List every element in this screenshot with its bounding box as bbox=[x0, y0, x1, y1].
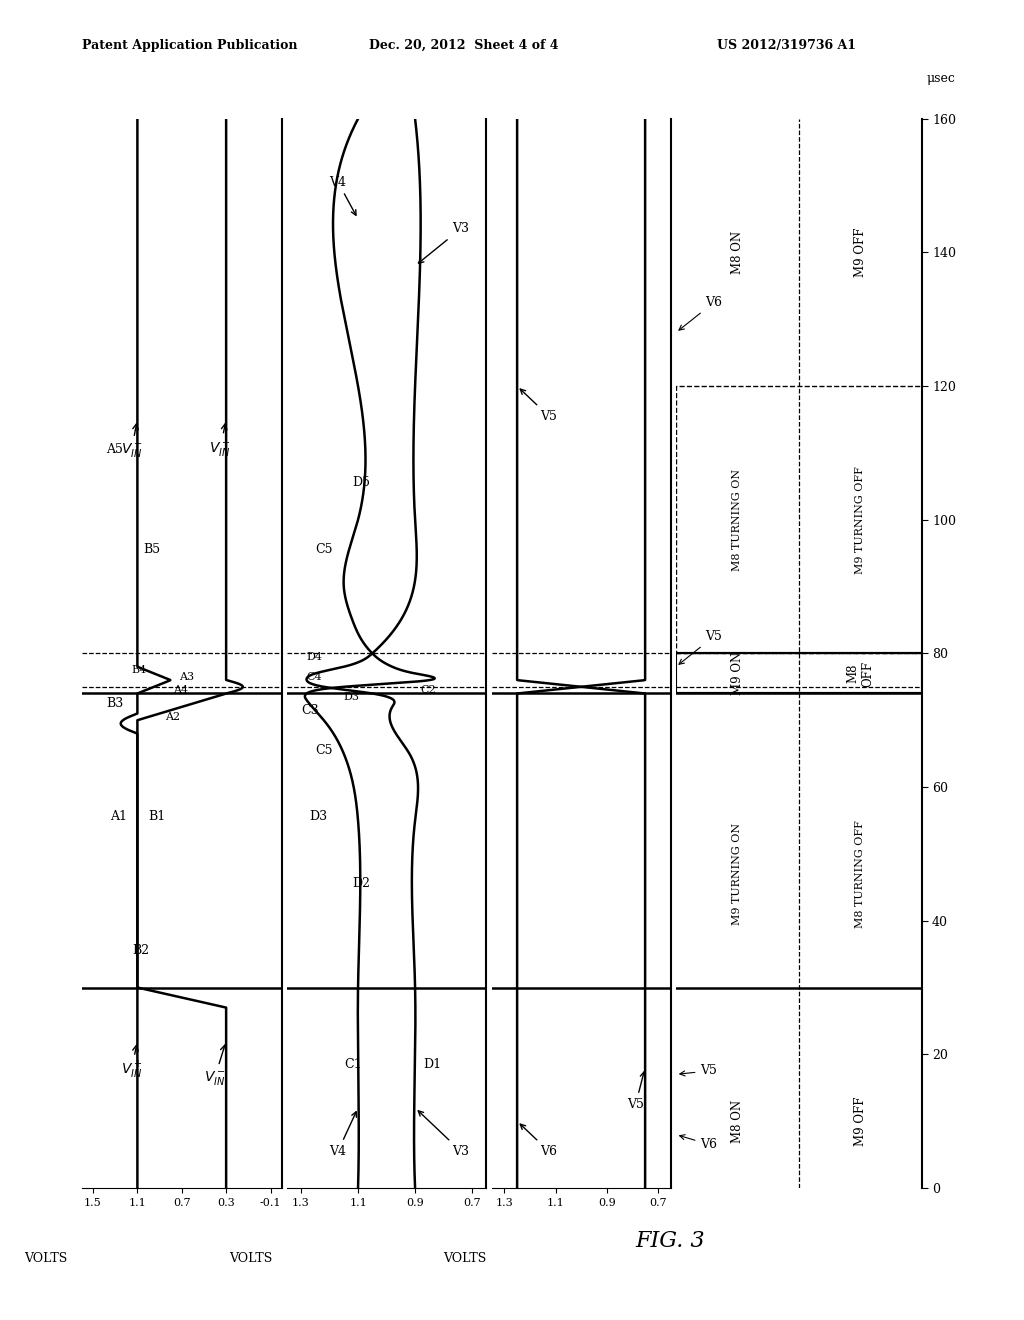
Text: μsec: μsec bbox=[927, 73, 955, 86]
Text: M9 ON: M9 ON bbox=[731, 652, 743, 696]
Text: M8 TURNING ON: M8 TURNING ON bbox=[732, 469, 742, 570]
Text: C5: C5 bbox=[315, 743, 333, 756]
Text: A5: A5 bbox=[106, 444, 123, 455]
Bar bbox=[676, 385, 922, 653]
Bar bbox=[676, 653, 922, 693]
Text: Patent Application Publication: Patent Application Publication bbox=[82, 38, 297, 51]
Text: B4: B4 bbox=[132, 665, 147, 676]
Text: V5: V5 bbox=[627, 1072, 645, 1111]
Text: D2: D2 bbox=[352, 878, 371, 890]
Text: A3: A3 bbox=[179, 672, 195, 682]
Text: M8 ON: M8 ON bbox=[731, 231, 743, 275]
Text: C5: C5 bbox=[315, 543, 333, 556]
Text: B2: B2 bbox=[132, 944, 148, 957]
Text: FIG. 3: FIG. 3 bbox=[635, 1230, 705, 1253]
Text: C3: C3 bbox=[301, 704, 318, 717]
Text: VOLTS: VOLTS bbox=[229, 1253, 272, 1265]
Text: D3: D3 bbox=[309, 810, 328, 824]
Text: D3: D3 bbox=[344, 692, 359, 702]
Text: $V_{IN}^+$: $V_{IN}^+$ bbox=[210, 424, 230, 459]
Text: V5: V5 bbox=[680, 1064, 717, 1077]
Text: B1: B1 bbox=[148, 810, 166, 824]
Text: $V_{IN}^+$: $V_{IN}^+$ bbox=[121, 1045, 142, 1081]
Text: US 2012/319736 A1: US 2012/319736 A1 bbox=[717, 38, 856, 51]
Text: D4: D4 bbox=[307, 652, 323, 663]
Text: V6: V6 bbox=[520, 1125, 557, 1158]
Text: D1: D1 bbox=[424, 1057, 441, 1071]
Text: D5: D5 bbox=[352, 477, 371, 490]
Text: C2: C2 bbox=[421, 685, 436, 696]
Text: B5: B5 bbox=[143, 543, 160, 556]
Text: V5: V5 bbox=[520, 389, 557, 422]
Text: B3: B3 bbox=[106, 697, 124, 710]
Text: A1: A1 bbox=[110, 810, 127, 824]
Text: M9 OFF: M9 OFF bbox=[854, 227, 866, 277]
Text: M8 ON: M8 ON bbox=[731, 1100, 743, 1143]
Text: M9 TURNING OFF: M9 TURNING OFF bbox=[855, 466, 865, 574]
Text: M8
OFF: M8 OFF bbox=[846, 660, 874, 686]
Text: VOLTS: VOLTS bbox=[443, 1253, 486, 1265]
Text: A2: A2 bbox=[165, 713, 180, 722]
Text: C4: C4 bbox=[307, 672, 323, 682]
Text: M9 TURNING ON: M9 TURNING ON bbox=[732, 822, 742, 925]
Text: V3: V3 bbox=[418, 1111, 469, 1158]
Text: $V_{IN}^-$: $V_{IN}^-$ bbox=[204, 1045, 226, 1088]
Text: V4: V4 bbox=[330, 176, 356, 215]
Text: M8 TURNING OFF: M8 TURNING OFF bbox=[855, 820, 865, 928]
Text: V6: V6 bbox=[679, 296, 722, 330]
Text: V6: V6 bbox=[680, 1135, 718, 1151]
Text: M9 OFF: M9 OFF bbox=[854, 1097, 866, 1146]
Text: C1: C1 bbox=[344, 1057, 361, 1071]
Text: A4: A4 bbox=[173, 685, 188, 696]
Text: VOLTS: VOLTS bbox=[25, 1253, 68, 1265]
Text: Dec. 20, 2012  Sheet 4 of 4: Dec. 20, 2012 Sheet 4 of 4 bbox=[369, 38, 558, 51]
Text: V4: V4 bbox=[330, 1111, 356, 1158]
Text: V3: V3 bbox=[419, 222, 469, 263]
Text: $V_{IN}^-$: $V_{IN}^-$ bbox=[121, 424, 142, 459]
Text: V5: V5 bbox=[679, 630, 722, 664]
